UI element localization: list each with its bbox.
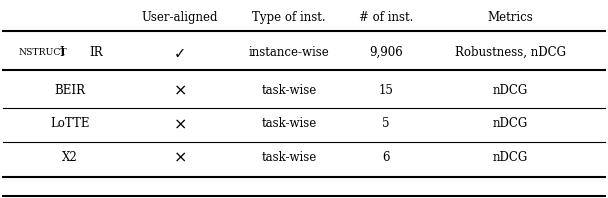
Text: 5: 5	[382, 117, 390, 130]
Text: task-wise: task-wise	[261, 151, 316, 164]
Text: NSTRUCT: NSTRUCT	[18, 48, 67, 57]
Text: nDCG: nDCG	[493, 151, 528, 164]
Text: task-wise: task-wise	[261, 84, 316, 97]
Text: BEIR: BEIR	[55, 84, 85, 97]
Text: instance-wise: instance-wise	[249, 46, 329, 59]
Text: 6: 6	[382, 151, 390, 164]
Text: $\checkmark$: $\checkmark$	[173, 45, 185, 60]
Text: $\times$: $\times$	[173, 82, 186, 99]
Text: Metrics: Metrics	[488, 11, 534, 24]
Text: task-wise: task-wise	[261, 117, 316, 130]
Text: IR: IR	[90, 46, 103, 59]
Text: User-aligned: User-aligned	[141, 11, 218, 24]
Text: I: I	[59, 46, 64, 59]
Text: Robustness, nDCG: Robustness, nDCG	[455, 46, 566, 59]
Text: nDCG: nDCG	[493, 84, 528, 97]
Text: LoTTE: LoTTE	[50, 117, 89, 130]
Text: nDCG: nDCG	[493, 117, 528, 130]
Text: X2: X2	[62, 151, 78, 164]
Text: # of inst.: # of inst.	[359, 11, 413, 24]
Text: $\times$: $\times$	[173, 149, 186, 166]
Text: 15: 15	[379, 84, 393, 97]
Text: $\times$: $\times$	[173, 115, 186, 132]
Text: 9,906: 9,906	[369, 46, 403, 59]
Text: Type of inst.: Type of inst.	[252, 11, 326, 24]
